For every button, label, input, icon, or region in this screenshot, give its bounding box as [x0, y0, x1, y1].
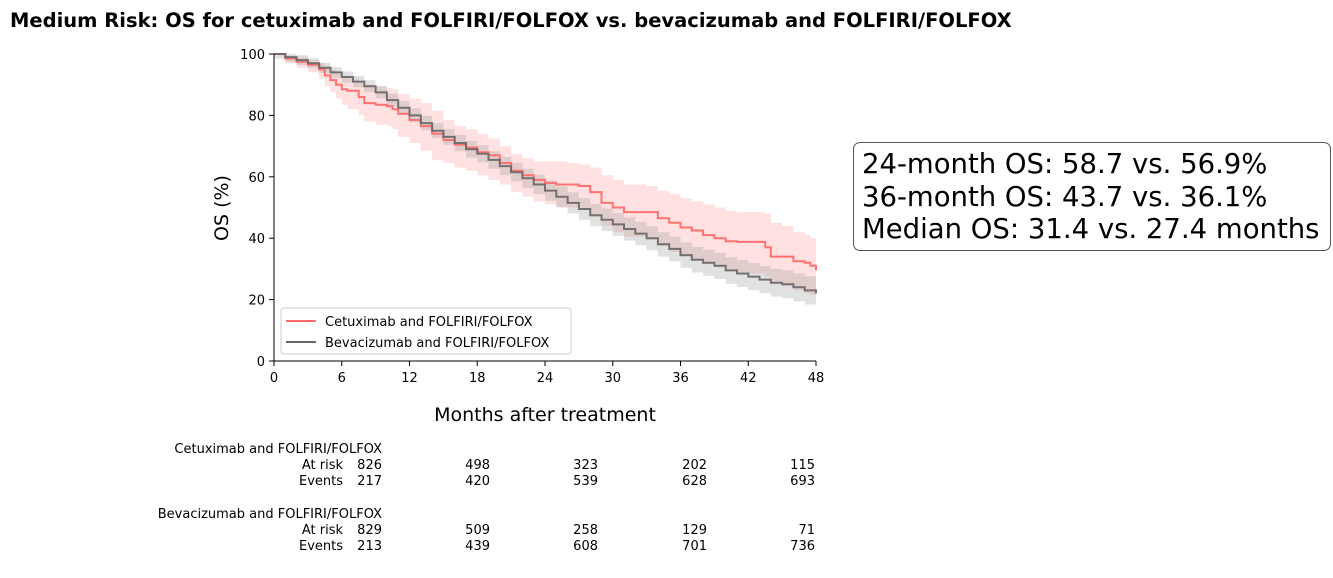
x-tick-label: 24	[537, 371, 554, 386]
risk-cell: 701	[682, 539, 707, 554]
legend-label-1: Cetuximab and FOLFIRI/FOLFOX	[325, 315, 533, 330]
legend: Cetuximab and FOLFIRI/FOLFOX Bevacizumab …	[280, 307, 572, 355]
x-tick-label: 36	[672, 371, 689, 386]
risk-cell: 826	[357, 458, 382, 473]
risk-cell: 213	[357, 539, 382, 554]
y-axis-label: OS (%)	[211, 175, 233, 241]
x-tick-label: 6	[338, 371, 346, 386]
risk-cell: 509	[465, 523, 490, 538]
risk-row-label: At risk	[302, 458, 344, 473]
risk-cell: 115	[790, 458, 815, 473]
x-tick-label: 42	[740, 371, 757, 386]
risk-cell: 258	[573, 523, 598, 538]
risk-cell: 608	[573, 539, 598, 554]
y-tick-label: 40	[248, 232, 265, 247]
x-tick-label: 0	[270, 371, 278, 386]
y-tick-label: 60	[248, 171, 265, 186]
x-tick-label: 48	[808, 371, 825, 386]
risk-cell: 129	[682, 523, 707, 538]
series-line-2	[274, 53, 817, 294]
risk-group-name-1: Cetuximab and FOLFIRI/FOLFOX	[174, 442, 382, 457]
legend-label-2: Bevacizumab and FOLFIRI/FOLFOX	[325, 336, 549, 351]
summary-line-24-month: 24-month OS: 58.7 vs. 56.9%	[862, 148, 1268, 180]
y-tick-label: 80	[248, 109, 265, 124]
risk-row-label: Events	[299, 474, 343, 489]
series-line-1	[274, 53, 817, 271]
risk-cell: 693	[790, 474, 815, 489]
risk-cell: 439	[465, 539, 490, 554]
risk-cell: 323	[573, 458, 598, 473]
chart-title: Medium Risk: OS for cetuximab and FOLFIR…	[10, 9, 1012, 32]
x-tick-label: 30	[604, 371, 621, 386]
legend-frame	[280, 307, 572, 355]
risk-cell: 71	[798, 523, 815, 538]
risk-group-name-2: Bevacizumab and FOLFIRI/FOLFOX	[158, 507, 382, 522]
y-tick-label: 100	[240, 48, 265, 63]
risk-cell: 498	[465, 458, 490, 473]
x-axis-label: Months after treatment	[434, 404, 656, 426]
risk-row-label: At risk	[302, 523, 344, 538]
y-tick-label: 0	[257, 355, 265, 370]
risk-row-label: Events	[299, 539, 343, 554]
y-tick-label: 20	[248, 294, 265, 309]
summary-line-median: Median OS: 31.4 vs. 27.4 months	[862, 213, 1320, 245]
risk-cell: 420	[465, 474, 490, 489]
x-tick-label: 18	[469, 371, 486, 386]
risk-cell: 202	[682, 458, 707, 473]
risk-cell: 736	[790, 539, 815, 554]
risk-cell: 829	[357, 523, 382, 538]
risk-cell: 217	[357, 474, 382, 489]
summary-line-36-month: 36-month OS: 43.7 vs. 36.1%	[862, 180, 1268, 213]
plot-area: 0 6 12 18 24 30 36 42 48 0 20 40 60 80 100	[240, 48, 824, 386]
risk-cell: 539	[573, 474, 598, 489]
summary-box: 24-month OS: 58.7 vs. 56.9% 36-month OS:…	[853, 142, 1331, 251]
risk-cell: 628	[682, 474, 707, 489]
x-tick-label: 12	[401, 371, 418, 386]
